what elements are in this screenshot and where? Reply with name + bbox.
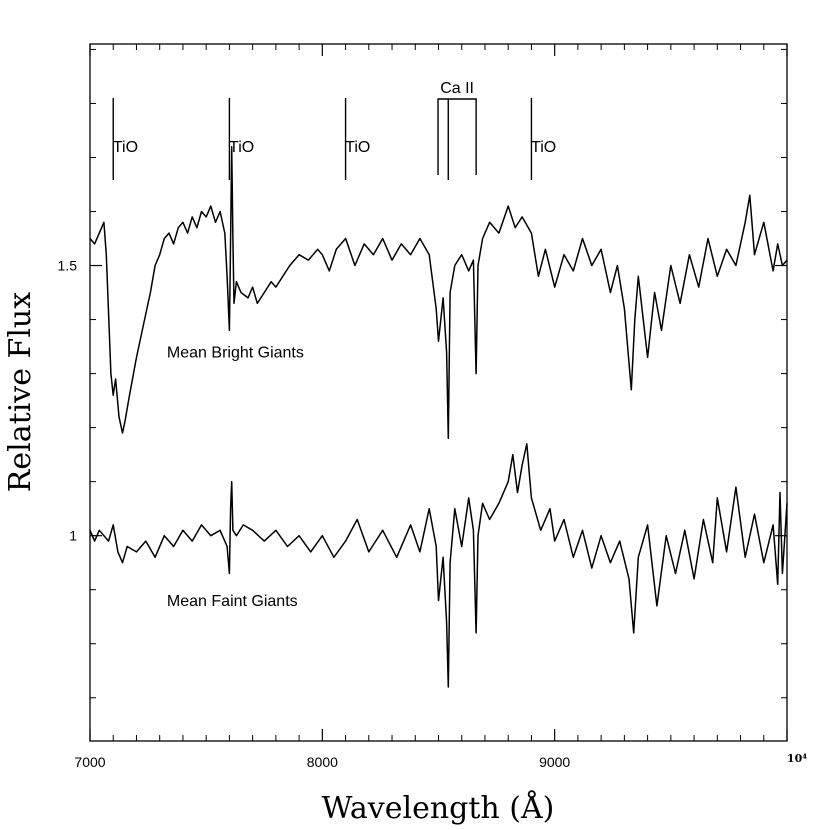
tio-marker-label: TiO <box>531 139 556 156</box>
x-axis-label: Wavelength (Å) <box>322 790 555 826</box>
annotation-faint-giants: Mean Faint Giants <box>167 593 298 610</box>
annotation-bright-giants: Mean Bright Giants <box>167 344 304 361</box>
x-tick-label: 9000 <box>539 754 570 770</box>
y-axis-label: Relative Flux <box>3 292 38 492</box>
tio-marker-label: TiO <box>113 139 138 156</box>
series-line-faint-giants <box>89 443 788 688</box>
series-group <box>89 145 788 688</box>
y-tick-label: 1 <box>69 528 77 544</box>
x-tick-label: 10⁴ <box>787 752 807 765</box>
tio-marker-label: TiO <box>229 139 254 156</box>
x-tick-label: 8000 <box>307 754 338 770</box>
ca-ii-label: Ca II <box>440 80 474 97</box>
series-line-bright-giants <box>89 145 788 440</box>
line-markers: TiO TiO TiO TiO Ca II <box>112 80 556 180</box>
x-tick-label: 7000 <box>74 754 105 770</box>
tio-marker-label: TiO <box>345 139 370 156</box>
tick-labels: 7000 8000 9000 10⁴ 1 1.5 <box>58 258 808 770</box>
ca-ii-bracket <box>437 98 477 175</box>
annotations: Mean Bright Giants Mean Faint Giants <box>167 344 304 610</box>
major-ticks <box>89 44 788 741</box>
minor-ticks <box>90 44 787 741</box>
y-tick-label: 1.5 <box>58 258 78 274</box>
